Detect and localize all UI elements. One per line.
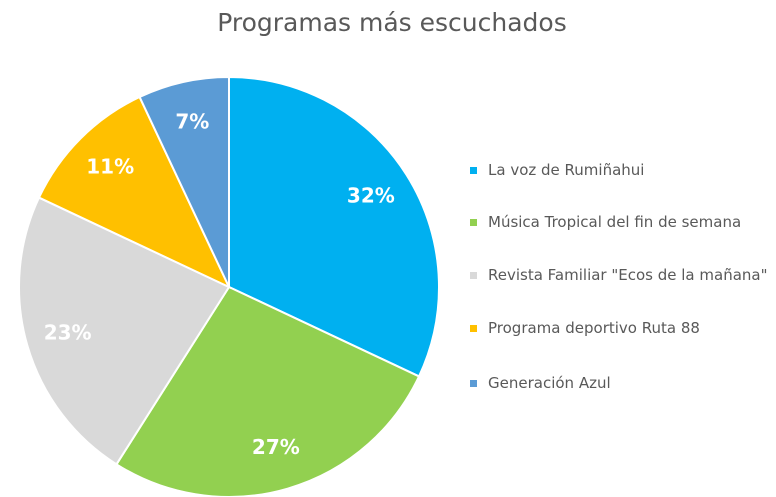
- data-label: 27%: [252, 435, 300, 459]
- data-label: 7%: [175, 110, 209, 134]
- legend-swatch: [470, 167, 477, 174]
- pie-slice: [37, 95, 232, 290]
- legend-item: La voz de Rumiñahui: [470, 159, 770, 181]
- legend-label: La voz de Rumiñahui: [488, 161, 645, 179]
- legend-label: Generación Azul: [488, 374, 611, 392]
- data-label: 11%: [86, 155, 134, 179]
- legend-label: Música Tropical del fin de semana: [488, 213, 742, 231]
- data-label: 23%: [44, 320, 92, 344]
- legend-swatch: [470, 219, 477, 226]
- pie-slice: [115, 285, 421, 497]
- legend-label: Programa deportivo Ruta 88: [488, 319, 700, 337]
- data-label: 32%: [347, 183, 395, 207]
- pie-slice: [228, 75, 440, 378]
- pie-slice: [138, 75, 230, 288]
- chart-title: Programas más escuchados: [217, 8, 567, 37]
- legend-item: Revista Familiar "Ecos de la mañana": [470, 264, 770, 286]
- legend-swatch: [470, 325, 477, 332]
- legend-item: Generación Azul: [470, 372, 770, 394]
- legend-item: Programa deportivo Ruta 88: [470, 317, 770, 339]
- legend-label: Revista Familiar "Ecos de la mañana": [488, 266, 768, 284]
- legend-swatch: [470, 380, 477, 387]
- legend-item: Música Tropical del fin de semana: [470, 211, 770, 233]
- pie-slice: [18, 196, 231, 466]
- legend-swatch: [470, 272, 477, 279]
